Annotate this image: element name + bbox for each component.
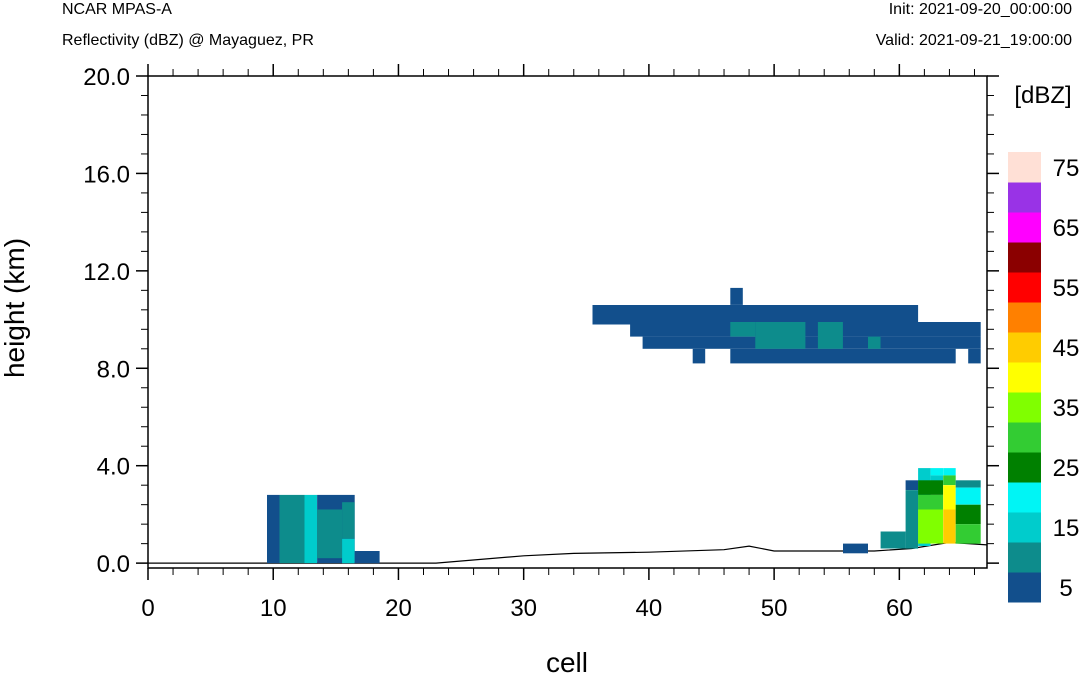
reflectivity-cell <box>817 322 843 349</box>
colorbar-segment <box>1008 452 1041 483</box>
colorbar-tick-label: 75 <box>1053 155 1079 182</box>
reflectivity-cell <box>692 348 706 364</box>
reflectivity-cell <box>955 480 981 488</box>
reflectivity-cell <box>342 502 355 539</box>
x-tick-label: 30 <box>510 595 537 622</box>
reflectivity-cell <box>918 494 944 510</box>
x-tick-label: 10 <box>260 595 287 622</box>
reflectivity-cell <box>730 348 956 364</box>
reflectivity-cell <box>905 480 919 490</box>
reflectivity-cell <box>930 468 944 476</box>
reflectivity-cell <box>943 468 956 476</box>
y-tick-label: 16.0 <box>83 161 130 188</box>
y-tick-label: 0.0 <box>97 551 130 578</box>
colorbar-segment <box>1008 152 1041 183</box>
y-tick-label: 8.0 <box>97 356 130 383</box>
colorbar-tick-label: 35 <box>1053 395 1079 422</box>
x-axis-label: cell <box>546 647 588 677</box>
colorbar: 5 15 25 35 45 55 65 75 <box>1008 152 1079 603</box>
colorbar-tick-label: 45 <box>1053 335 1079 362</box>
reflectivity-cell <box>943 475 956 486</box>
plot-area <box>148 287 988 564</box>
reflectivity-cell <box>930 475 944 486</box>
y-tick-label: 20.0 <box>83 64 130 91</box>
y-axis-label: height (km) <box>0 238 30 378</box>
x-tick-label: 50 <box>761 595 788 622</box>
reflectivity-cell <box>955 524 981 544</box>
reflectivity-cell <box>354 551 380 564</box>
reflectivity-cell <box>755 322 806 349</box>
reflectivity-cell <box>592 305 919 325</box>
reflectivity-cell <box>342 538 355 564</box>
x-tick-label: 0 <box>141 595 154 622</box>
reflectivity-cell <box>955 504 981 525</box>
reflectivity-cell <box>279 494 305 564</box>
y-tick-label: 4.0 <box>97 454 130 481</box>
colorbar-segment <box>1008 392 1041 423</box>
colorbar-segment <box>1008 362 1041 393</box>
reflectivity-cell <box>943 485 956 510</box>
reflectivity-cell <box>868 336 881 349</box>
x-tick-label: 60 <box>886 595 913 622</box>
chart-title: Reflectivity (dBZ) @ Mayaguez, PR <box>62 32 314 49</box>
reflectivity-cell <box>905 490 919 549</box>
y-tick-label: 12.0 <box>83 259 130 286</box>
reflectivity-cell <box>304 494 317 564</box>
colorbar-segment <box>1008 482 1041 513</box>
x-tick-label: 20 <box>385 595 412 622</box>
reflectivity-cell <box>317 509 343 559</box>
init-time: Init: 2021-09-20_00:00:00 <box>889 1 1072 18</box>
colorbar-tick-label: 55 <box>1053 275 1079 302</box>
colorbar-segment <box>1008 272 1041 303</box>
colorbar-segment <box>1008 422 1041 453</box>
axes: 0 10 20 30 40 50 60 0.0 4.0 8.0 12.0 16.0 20.0 <box>83 64 999 622</box>
colorbar-segment <box>1008 302 1041 333</box>
plot-frame <box>147 75 988 569</box>
colorbar-segment <box>1008 332 1041 363</box>
colorbar-segment <box>1008 572 1041 603</box>
reflectivity-cell <box>730 322 756 337</box>
reflectivity-cell <box>880 531 906 549</box>
reflectivity-cell <box>642 336 981 349</box>
reflectivity-cell <box>730 287 743 305</box>
x-tick-label: 40 <box>636 595 663 622</box>
colorbar-segment <box>1008 212 1041 243</box>
colorbar-segment <box>1008 512 1041 543</box>
reflectivity-cell <box>955 487 981 505</box>
colorbar-tick-label: 15 <box>1053 515 1079 542</box>
colorbar-segment <box>1008 182 1041 213</box>
reflectivity-cell <box>267 494 280 564</box>
colorbar-segment <box>1008 542 1041 573</box>
colorbar-tick-label: 5 <box>1059 575 1072 602</box>
colorbar-tick-label: 25 <box>1053 455 1079 482</box>
colorbar-segment <box>1008 242 1041 273</box>
reflectivity-cell <box>843 543 868 554</box>
colorbar-label: [dBZ] <box>1014 82 1071 109</box>
colorbar-tick-label: 65 <box>1053 215 1079 242</box>
valid-time: Valid: 2021-09-21_19:00:00 <box>876 32 1072 49</box>
reflectivity-cell <box>968 348 981 364</box>
reflectivity-cell <box>943 509 956 544</box>
reflectivity-cell <box>918 509 944 544</box>
model-title: NCAR MPAS-A <box>62 1 172 18</box>
reflectivity-cell <box>918 480 944 495</box>
